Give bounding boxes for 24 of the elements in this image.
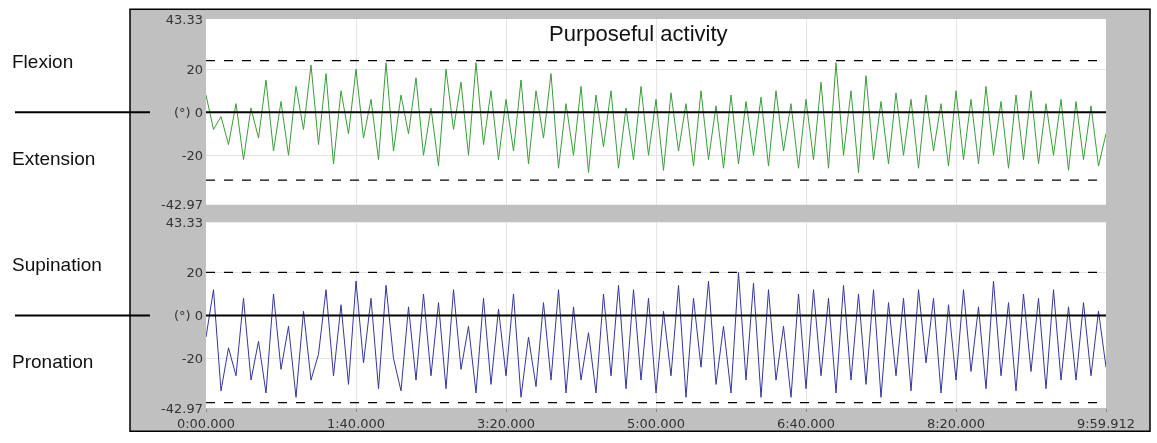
text: Pronation	[12, 351, 94, 372]
line-series	[206, 62, 1106, 174]
line-series	[206, 271, 1106, 398]
y-tick-label: (°) 0	[173, 308, 203, 324]
y-tick-label: -20	[181, 351, 203, 367]
y-tick-label: 43.33	[165, 11, 203, 27]
x-tick-label: 6:40.000	[776, 415, 836, 431]
y-tick-label: -42.97	[161, 197, 203, 213]
chart-title: Purposeful activity	[549, 21, 728, 46]
y-tick-label: 20	[186, 265, 203, 281]
x-tick-label: 9:59.912	[1076, 415, 1136, 431]
x-tick-label: 1:40.000	[326, 415, 386, 431]
y-tick-label: 20	[186, 61, 203, 77]
x-tick-label: 8:20.000	[926, 415, 986, 431]
x-tick-label: 0:00.000	[176, 415, 236, 431]
text: Extension	[12, 148, 96, 169]
text: Supination	[12, 254, 102, 275]
y-tick-label: -42.97	[161, 400, 203, 416]
x-tick-label: 3:20.000	[476, 415, 536, 431]
y-tick-label: (°) 0	[173, 104, 203, 120]
text: Flexion	[12, 51, 74, 72]
y-tick-label: 43.33	[165, 214, 203, 230]
x-tick-label: 5:00.000	[626, 415, 686, 431]
y-tick-label: -20	[181, 147, 203, 163]
